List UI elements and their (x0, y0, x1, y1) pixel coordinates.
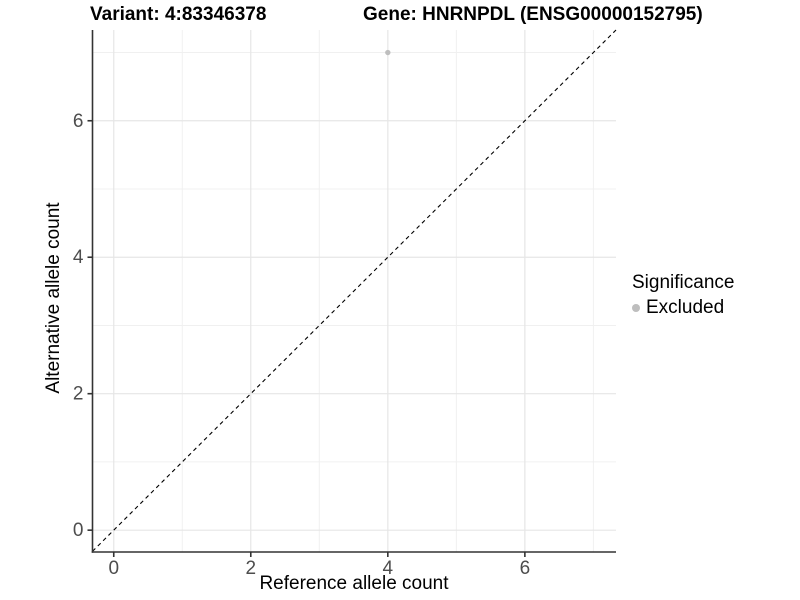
legend-title: Significance (632, 272, 735, 293)
gene-title: Gene: HNRNPDL (ENSG00000152795) (363, 4, 703, 25)
x-tick-label: 0 (108, 558, 119, 579)
excluded-point-icon (632, 304, 640, 312)
y-tick-label: 0 (73, 520, 84, 541)
legend-item-excluded: Excluded (632, 297, 734, 319)
x-tick-label: 6 (520, 558, 531, 579)
data-point (385, 49, 391, 56)
legend: Significance Excluded (632, 272, 734, 319)
y-tick-label: 4 (73, 247, 84, 268)
y-tick-label: 6 (73, 111, 84, 132)
y-tick-label: 2 (73, 384, 84, 405)
x-tick-label: 2 (245, 558, 256, 579)
legend-item-label: Excluded (646, 297, 725, 318)
x-tick-label: 4 (383, 558, 394, 579)
variant-title: Variant: 4:83346378 (90, 4, 267, 25)
identity-line (92, 29, 617, 552)
x-axis-label: Reference allele count (259, 573, 449, 594)
y-axis-label: Alternative allele count (43, 202, 64, 394)
